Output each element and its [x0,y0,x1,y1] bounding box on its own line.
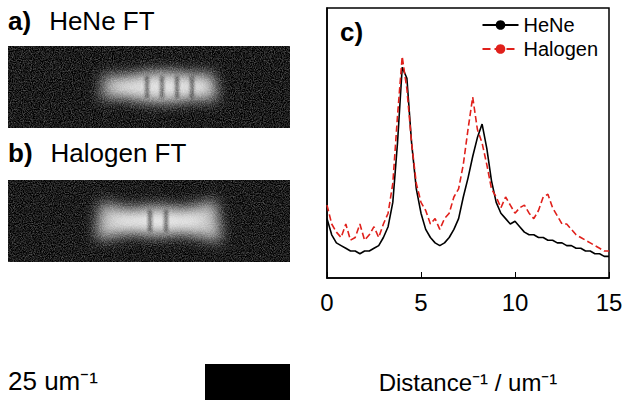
svg-text:Halogen: Halogen [523,38,598,60]
svg-text:10: 10 [502,289,529,316]
html-text:a): a) [8,6,32,36]
svg-text:Distance⁻¹ / um⁻¹: Distance⁻¹ / um⁻¹ [379,369,558,396]
html-text:Halogen FT: Halogen FT [50,138,187,168]
html-text:25 um⁻¹: 25 um⁻¹ [8,366,98,396]
svg-text:c): c) [340,17,363,47]
svg-text:0: 0 [320,289,333,316]
svg-text:5: 5 [414,289,427,316]
svg-text:15: 15 [596,289,623,316]
svg-text:HeNe: HeNe [523,14,574,36]
html-text:b): b) [8,138,33,168]
html-text:HeNe FT: HeNe FT [49,6,155,36]
